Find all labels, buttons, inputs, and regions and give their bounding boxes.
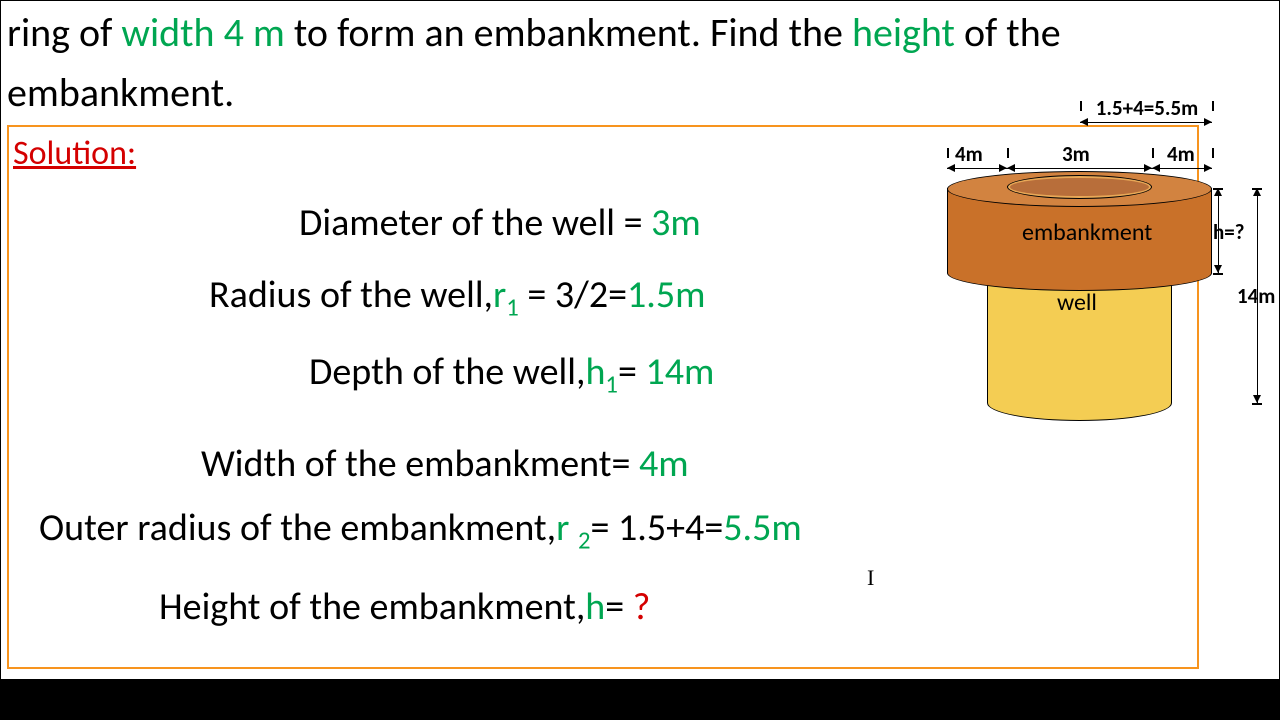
text: = 1.5+4= [591, 505, 724, 551]
text: Diameter of the well = [299, 200, 651, 246]
width-phrase: width 4 m [121, 8, 285, 57]
line-outer-radius: Outer radius of the embankment,r 2= 1.5+… [9, 505, 1187, 556]
line-height: Height of the embankment,h= ? [9, 584, 1187, 630]
symbol: r 2 [556, 505, 590, 551]
text: Height of the embankment, [159, 584, 585, 630]
problem-line-1: ring of width 4 m to form an embankment.… [1, 1, 1279, 61]
symbol: h [585, 584, 605, 630]
text: = [618, 349, 646, 395]
embankment-label: embankment [1022, 218, 1152, 247]
dim-4m-left: 4m [955, 141, 983, 167]
well-diagram: 1.5+4=5.5m 4m 3m 4m [917, 93, 1277, 423]
dim-3m: 3m [1062, 141, 1090, 167]
solution-box: Solution: Diameter of the well = 3m Radi… [7, 125, 1199, 669]
value: 1.5m [627, 272, 705, 318]
text: Outer radius of the embankment, [39, 505, 556, 551]
symbol: h1 [585, 349, 617, 395]
symbol: r1 [493, 272, 519, 318]
height-word: height [852, 8, 955, 57]
line-width: Width of the embankment= 4m [9, 441, 1187, 487]
text: to form an embankment. Find the [285, 8, 852, 57]
value: 4m [639, 441, 689, 487]
embankment-hole-inner [1010, 178, 1149, 196]
text: ring of [7, 8, 121, 57]
text-cursor-icon: I [867, 565, 874, 591]
text: Radius of the well, [209, 272, 493, 318]
dim-4m-right: 4m [1167, 141, 1195, 167]
value: 14m [645, 349, 714, 395]
text: Width of the embankment= [201, 441, 639, 487]
text: = [605, 584, 633, 630]
dim-14m: 14m [1237, 283, 1275, 309]
text: of the [955, 8, 1061, 57]
text: Depth of the well, [309, 349, 585, 395]
value: 5.5m [723, 505, 801, 551]
dim-5-5m: 1.5+4=5.5m [1092, 95, 1202, 121]
well-label: well [1057, 288, 1097, 317]
text: = 3/2= [519, 272, 627, 318]
unknown: ? [633, 584, 651, 630]
page: ring of width 4 m to form an embankment.… [0, 0, 1280, 680]
value: 3m [651, 200, 701, 246]
